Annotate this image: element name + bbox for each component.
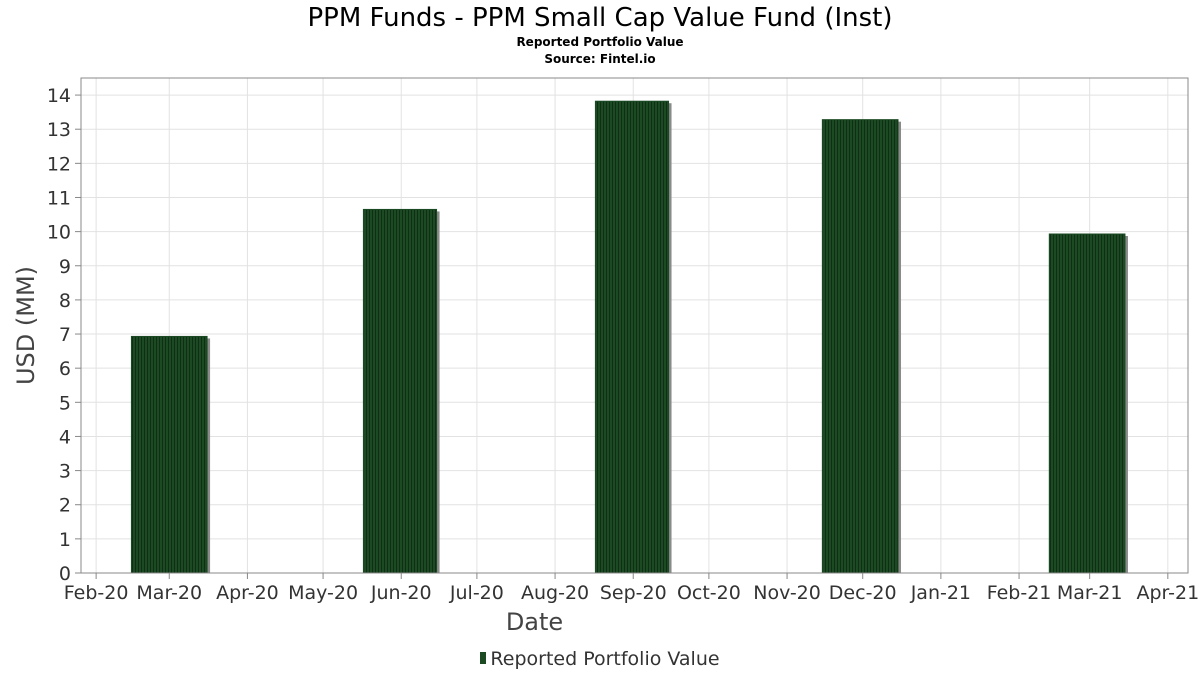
y-tick-label: 0 bbox=[59, 563, 71, 585]
y-tick-label: 1 bbox=[59, 529, 71, 551]
bar bbox=[821, 119, 899, 574]
x-tick-label: Feb-20 bbox=[64, 582, 129, 604]
x-tick-label: Jun-20 bbox=[370, 582, 432, 604]
y-tick-label: 14 bbox=[47, 85, 71, 107]
x-tick-label: Jan-21 bbox=[910, 582, 971, 604]
bar bbox=[1048, 233, 1126, 574]
y-axis-label: USD (MM) bbox=[12, 266, 40, 385]
y-tick-label: 7 bbox=[59, 324, 71, 346]
x-tick-label: Jul-20 bbox=[449, 582, 504, 604]
x-tick-label: Mar-20 bbox=[136, 582, 202, 604]
y-tick-label: 10 bbox=[47, 222, 71, 244]
y-tick-label: 9 bbox=[59, 256, 71, 278]
y-tick-label: 12 bbox=[47, 153, 71, 175]
x-tick-label: Apr-21 bbox=[1136, 582, 1199, 604]
x-tick-label: Sep-20 bbox=[600, 582, 667, 604]
x-tick-label: Oct-20 bbox=[677, 582, 741, 604]
legend: Reported Portfolio Value bbox=[0, 648, 1200, 670]
bar bbox=[362, 208, 438, 574]
y-tick-label: 5 bbox=[59, 392, 71, 414]
y-tick-label: 11 bbox=[47, 187, 71, 209]
legend-label: Reported Portfolio Value bbox=[490, 648, 720, 670]
x-axis-label: Date bbox=[506, 608, 563, 636]
y-tick-label: 4 bbox=[59, 426, 71, 448]
x-tick-label: Nov-20 bbox=[753, 582, 821, 604]
legend-swatch bbox=[480, 652, 487, 664]
y-tick-label: 2 bbox=[59, 495, 71, 517]
y-tick-label: 13 bbox=[47, 119, 71, 141]
chart-subtitle: Reported Portfolio Value bbox=[516, 35, 684, 49]
y-tick-label: 8 bbox=[59, 290, 71, 312]
x-tick-label: Feb-21 bbox=[987, 582, 1052, 604]
chart-source: Source: Fintel.io bbox=[544, 52, 656, 66]
x-tick-label: Aug-20 bbox=[521, 582, 589, 604]
bar bbox=[130, 335, 208, 574]
x-tick-label: May-20 bbox=[288, 582, 358, 604]
y-tick-label: 6 bbox=[59, 358, 71, 380]
x-tick-label: Dec-20 bbox=[829, 582, 897, 604]
bar bbox=[594, 100, 670, 574]
plot-border bbox=[80, 77, 1189, 574]
chart-title: PPM Funds - PPM Small Cap Value Fund (In… bbox=[307, 3, 893, 33]
x-tick-label: Mar-21 bbox=[1057, 582, 1123, 604]
x-tick-label: Apr-20 bbox=[216, 582, 279, 604]
y-tick-label: 3 bbox=[59, 461, 71, 483]
